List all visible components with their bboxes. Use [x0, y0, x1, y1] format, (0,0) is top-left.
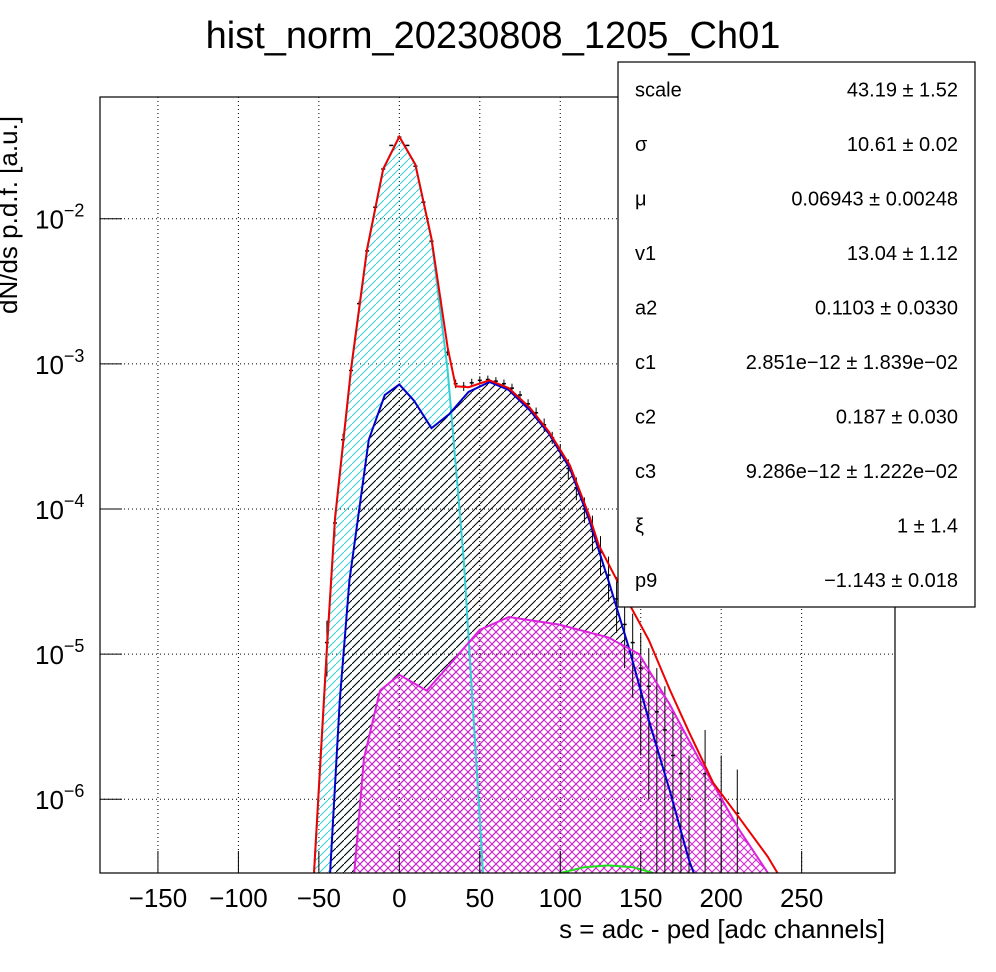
x-axis-label: s = adc - ped [adc channels] — [559, 914, 885, 944]
x-tick-label: 50 — [465, 883, 494, 913]
stat-label: μ — [635, 188, 647, 210]
tick-base: 10 — [35, 350, 64, 380]
stat-value: 0.1103 ± 0.0330 — [815, 297, 958, 319]
x-tick-label: 150 — [619, 883, 662, 913]
x-tick-label: 0 — [392, 883, 406, 913]
axes: −150 −100 −50 0 50 100 150 200 25010−610−510−410… — [35, 96, 896, 913]
stat-label: p9 — [635, 570, 657, 592]
stat-value: −1.143 ± 0.018 — [824, 570, 958, 592]
stats-frame — [617, 61, 976, 608]
stat-label: ξ — [635, 515, 644, 537]
tick-exponent: −4 — [64, 491, 85, 511]
fit-curve — [560, 864, 654, 873]
curves — [313, 134, 779, 873]
x-tick-label: 200 — [699, 883, 742, 913]
x-tick-label: −50 — [297, 883, 341, 913]
stats-box: scale 43.19 ± 1.52 σ 10.61 ± 0.02 μ 0.06943 ±… — [617, 61, 976, 608]
stat-value: 0.06943 ± 0.00248 — [791, 188, 958, 210]
x-tick-label: −100 — [209, 883, 268, 913]
chart-title: hist_norm_20230808_1205_Ch01 — [206, 15, 781, 57]
stat-value: 10.61 ± 0.02 — [847, 134, 958, 156]
stat-value: 1 ± 1.4 — [897, 515, 958, 537]
stat-label: c1 — [635, 352, 656, 374]
x-tick-label: 100 — [539, 883, 582, 913]
tick-exponent: −6 — [64, 781, 85, 801]
tick-exponent: −3 — [64, 346, 85, 366]
stat-label: scale — [635, 79, 682, 101]
y-tick-label: 10−5 — [35, 636, 84, 670]
tick-base: 10 — [35, 785, 64, 815]
y-tick-label: 10−2 — [35, 201, 84, 235]
fit-curve — [313, 134, 779, 873]
stat-value: 9.286e−12 ± 1.222e−02 — [746, 461, 958, 483]
y-tick-label: 10−6 — [35, 781, 84, 815]
fit-curve — [353, 615, 769, 873]
x-tick-label: −150 — [129, 883, 188, 913]
tick-exponent: −2 — [64, 201, 85, 221]
y-tick-label: 10−4 — [35, 491, 84, 525]
stat-label: a2 — [635, 297, 657, 319]
tick-base: 10 — [35, 205, 64, 235]
stat-label: c2 — [635, 406, 656, 428]
stat-label: v1 — [635, 243, 656, 265]
tick-exponent: −5 — [64, 636, 85, 656]
stat-label: c3 — [635, 461, 656, 483]
tick-base: 10 — [35, 495, 64, 525]
stat-value: 0.187 ± 0.030 — [836, 406, 958, 428]
y-axis-label: dN/ds p.d.f. [a.u.] — [0, 116, 23, 314]
fit-curve — [329, 380, 695, 873]
y-tick-label: 10−3 — [35, 346, 84, 380]
tick-base: 10 — [35, 640, 64, 670]
stat-label: σ — [635, 134, 648, 156]
x-tick-label: 250 — [780, 883, 823, 913]
stat-value: 43.19 ± 1.52 — [847, 79, 958, 101]
stat-value: 13.04 ± 1.12 — [847, 243, 958, 265]
stat-value: 2.851e−12 ± 1.839e−02 — [746, 352, 958, 374]
